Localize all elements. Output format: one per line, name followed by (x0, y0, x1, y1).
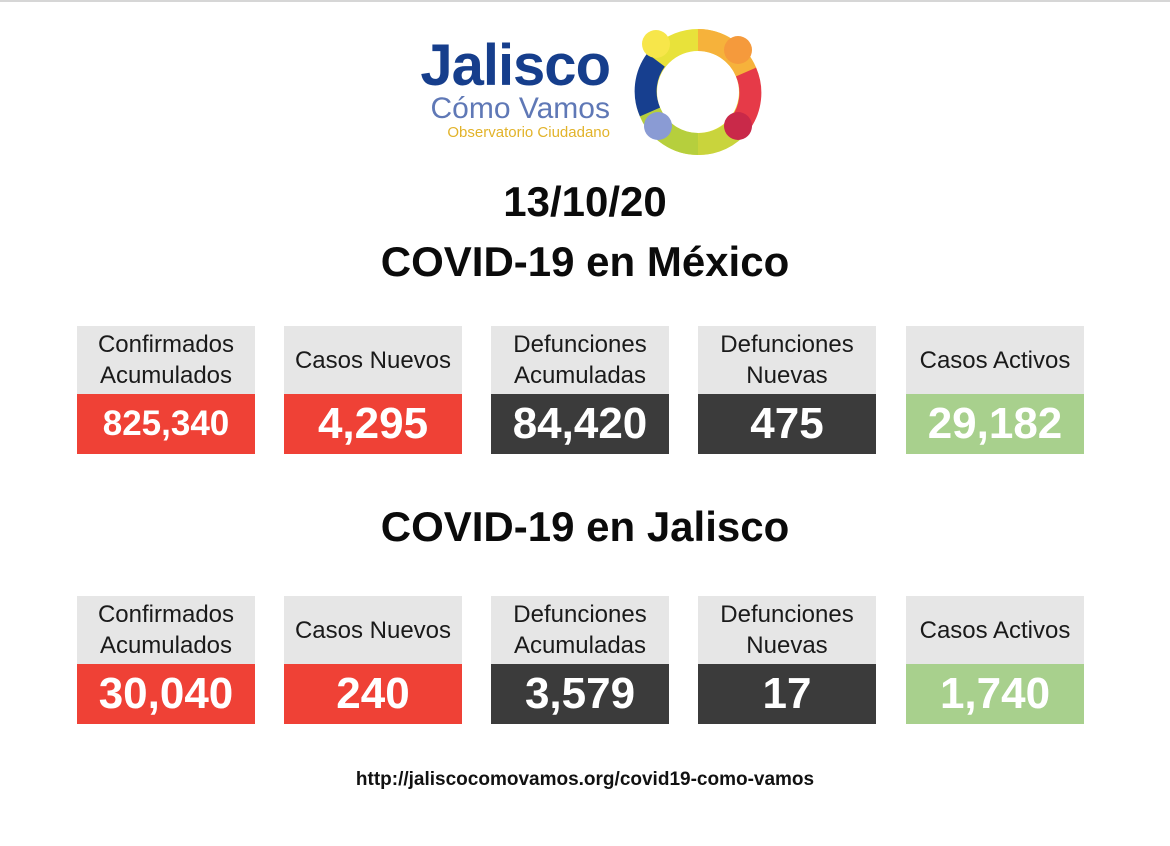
stat-card-deaths: Defunciones Acumuladas 84,420 (491, 326, 669, 454)
logo-tagline: Observatorio Ciudadano (447, 124, 610, 141)
stat-value: 29,182 (906, 394, 1084, 454)
section-title-mexico: COVID-19 en México (380, 238, 790, 285)
stat-label-text: Casos Activos (919, 616, 1071, 644)
stat-label: Defunciones Acumuladas (491, 596, 669, 664)
stat-label: Confirmados Acumulados (77, 326, 255, 394)
stat-label-text: Defunciones Acumuladas (513, 601, 647, 659)
stat-label-text: Casos Nuevos (294, 616, 452, 644)
stat-label-text: Defunciones Nuevas (720, 331, 854, 389)
stat-label: Casos Nuevos (284, 596, 462, 664)
logo-subtitle: Cómo Vamos (430, 92, 610, 125)
stat-label: Defunciones Nuevas (698, 596, 876, 664)
stat-value: 84,420 (491, 394, 669, 454)
report-date: 13/10/20 (503, 178, 667, 225)
stat-label-text: Confirmados Acumulados (97, 331, 235, 389)
stat-label: Defunciones Nuevas (698, 326, 876, 394)
stat-card-confirmed: Confirmados Acumulados 30,040 (77, 596, 255, 724)
stat-card-confirmed: Confirmados Acumulados 825,340 (77, 326, 255, 454)
stat-label: Casos Nuevos (284, 326, 462, 394)
logo: Jalisco Cómo Vamos Observatorio Ciudadan… (410, 22, 770, 162)
stat-card-new-deaths: Defunciones Nuevas 17 (698, 596, 876, 724)
top-divider (0, 0, 1170, 2)
stat-value: 825,340 (77, 394, 255, 454)
stat-label-text: Confirmados Acumulados (97, 601, 235, 659)
stats-row-mexico: Confirmados Acumulados 825,340 Casos Nue… (77, 326, 1092, 454)
logo-title: Jalisco (420, 33, 611, 98)
stats-row-jalisco: Confirmados Acumulados 30,040 Casos Nuev… (77, 596, 1092, 724)
stat-card-active: Casos Activos 29,182 (906, 326, 1084, 454)
stat-card-active: Casos Activos 1,740 (906, 596, 1084, 724)
stat-label: Defunciones Acumuladas (491, 326, 669, 394)
stat-card-deaths: Defunciones Acumuladas 3,579 (491, 596, 669, 724)
stat-card-new-cases: Casos Nuevos 4,295 (284, 326, 462, 454)
source-url[interactable]: http://jaliscocomovamos.org/covid19-como… (355, 769, 815, 790)
stat-label: Confirmados Acumulados (77, 596, 255, 664)
stat-label: Casos Activos (906, 596, 1084, 664)
stat-value: 3,579 (491, 664, 669, 724)
ring-logo-icon (634, 29, 762, 155)
logo-text: Jalisco Cómo Vamos Observatorio Ciudadan… (410, 33, 611, 142)
section-title-jalisco: COVID-19 en Jalisco (380, 503, 790, 550)
stat-value: 17 (698, 664, 876, 724)
stat-value: 1,740 (906, 664, 1084, 724)
stat-value: 475 (698, 394, 876, 454)
stat-label-text: Defunciones Nuevas (720, 601, 854, 659)
stat-label-text: Casos Nuevos (294, 346, 452, 374)
stat-label-text: Casos Activos (919, 346, 1071, 374)
stat-label-text: Defunciones Acumuladas (513, 331, 647, 389)
stat-label: Casos Activos (906, 326, 1084, 394)
stat-value: 30,040 (77, 664, 255, 724)
stat-card-new-cases: Casos Nuevos 240 (284, 596, 462, 724)
stat-card-new-deaths: Defunciones Nuevas 475 (698, 326, 876, 454)
stat-value: 4,295 (284, 394, 462, 454)
stat-value: 240 (284, 664, 462, 724)
